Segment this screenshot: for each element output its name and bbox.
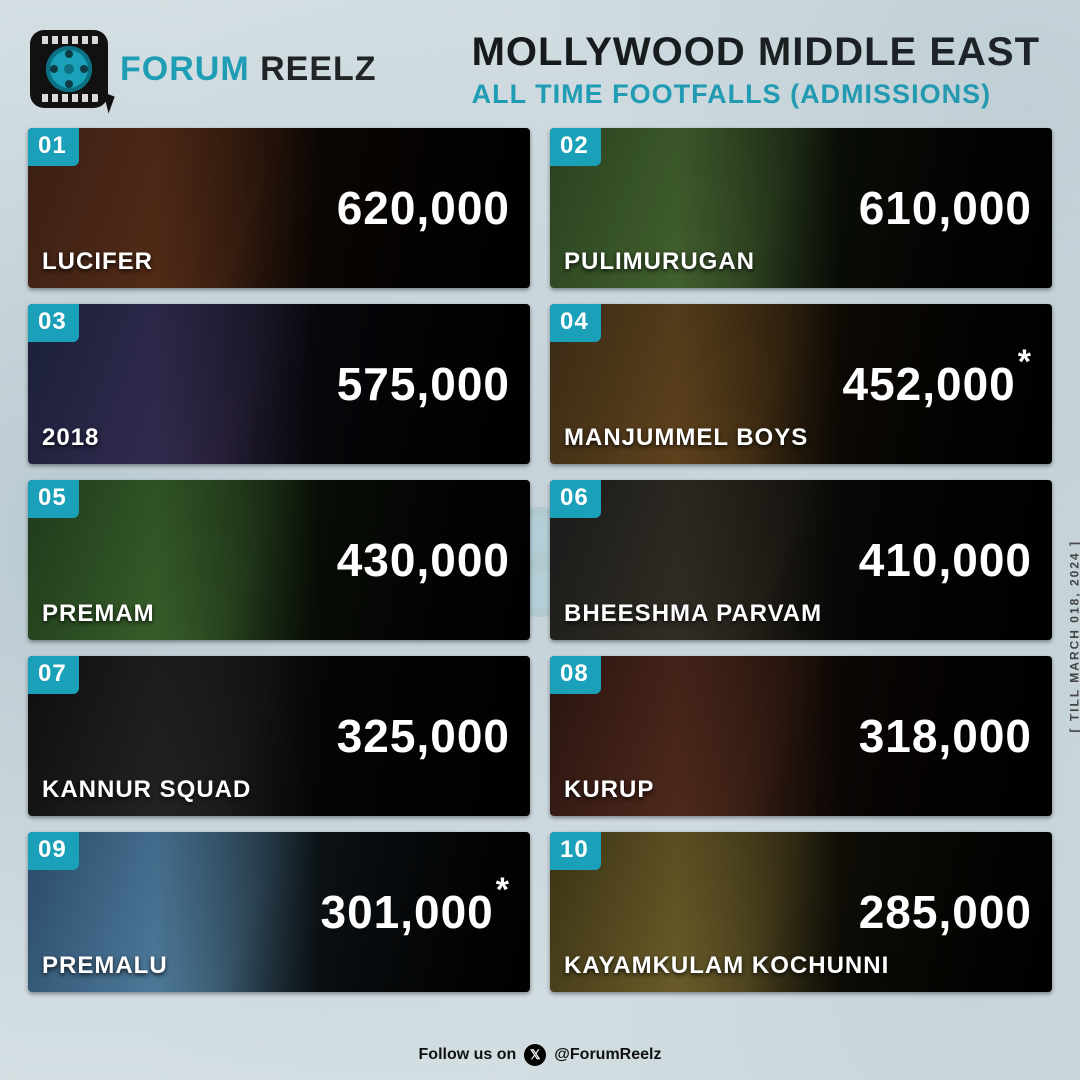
rank-badge: 03: [28, 304, 79, 342]
ranking-grid: 01 LUCIFER 620,000 02 PULIMURUGAN 610,000 03 20…: [0, 128, 1080, 992]
brand-text: FORUM REELZ: [120, 50, 377, 89]
footfall-value: 301,000*: [320, 885, 510, 939]
rank-badge: 08: [550, 656, 601, 694]
rank-card: 02 PULIMURUGAN 610,000: [550, 128, 1052, 288]
movie-title: PULIMURUGAN: [564, 248, 755, 276]
rank-card: 04 MANJUMMEL BOYS 452,000*: [550, 304, 1052, 464]
footer: Follow us on 𝕏 @ForumReelz: [0, 1044, 1080, 1066]
footfall-value: 318,000: [859, 709, 1032, 763]
rank-badge: 09: [28, 832, 79, 870]
x-icon: 𝕏: [524, 1044, 546, 1066]
footfall-value: 325,000: [337, 709, 510, 763]
rank-card: 06 BHEESHMA PARVAM 410,000: [550, 480, 1052, 640]
rank-badge: 07: [28, 656, 79, 694]
rank-card: 07 KANNUR SQUAD 325,000: [28, 656, 530, 816]
rank-badge: 01: [28, 128, 79, 166]
rank-badge: 06: [550, 480, 601, 518]
asterisk-icon: *: [1018, 343, 1032, 381]
rank-badge: 04: [550, 304, 601, 342]
brand-word-1: FORUM: [120, 50, 260, 88]
movie-title: KURUP: [564, 776, 654, 804]
movie-title: KAYAMKULAM KOCHUNNI: [564, 952, 889, 980]
movie-title: 2018: [42, 424, 99, 452]
rank-card: 03 2018 575,000: [28, 304, 530, 464]
rank-card: 10 KAYAMKULAM KOCHUNNI 285,000: [550, 832, 1052, 992]
footer-handle: @ForumReelz: [554, 1046, 661, 1064]
footfall-value: 575,000: [337, 357, 510, 411]
date-note: [ TILL MARCH 018, 2024 ]: [1067, 540, 1080, 732]
footfall-value: 620,000: [337, 181, 510, 235]
movie-title: BHEESHMA PARVAM: [564, 600, 822, 628]
footfall-value: 452,000*: [842, 357, 1032, 411]
footfall-value: 430,000: [337, 533, 510, 587]
header: FORUM REELZ MOLLYWOOD MIDDLE EAST ALL TI…: [0, 0, 1080, 128]
rank-badge: 05: [28, 480, 79, 518]
rank-card: 05 PREMAM 430,000: [28, 480, 530, 640]
rank-card: 09 PREMALU 301,000*: [28, 832, 530, 992]
brand-logo: FORUM REELZ: [30, 30, 377, 108]
movie-title: PREMAM: [42, 600, 155, 628]
reel-icon: [30, 30, 108, 108]
page-subtitle: ALL TIME FOOTFALLS (ADMISSIONS): [472, 79, 1040, 110]
movie-title: MANJUMMEL BOYS: [564, 424, 808, 452]
movie-title: LUCIFER: [42, 248, 153, 276]
page-title: MOLLYWOOD MIDDLE EAST: [472, 30, 1040, 75]
rank-badge: 10: [550, 832, 601, 870]
movie-title: KANNUR SQUAD: [42, 776, 251, 804]
rank-card: 01 LUCIFER 620,000: [28, 128, 530, 288]
rank-card: 08 KURUP 318,000: [550, 656, 1052, 816]
brand-word-2: REELZ: [260, 50, 376, 88]
footfall-value: 610,000: [859, 181, 1032, 235]
footfall-value: 410,000: [859, 533, 1032, 587]
movie-title: PREMALU: [42, 952, 168, 980]
rank-badge: 02: [550, 128, 601, 166]
footer-lead: Follow us on: [419, 1046, 517, 1064]
footfall-value: 285,000: [859, 885, 1032, 939]
header-titles: MOLLYWOOD MIDDLE EAST ALL TIME FOOTFALLS…: [472, 30, 1040, 110]
asterisk-icon: *: [496, 871, 510, 909]
